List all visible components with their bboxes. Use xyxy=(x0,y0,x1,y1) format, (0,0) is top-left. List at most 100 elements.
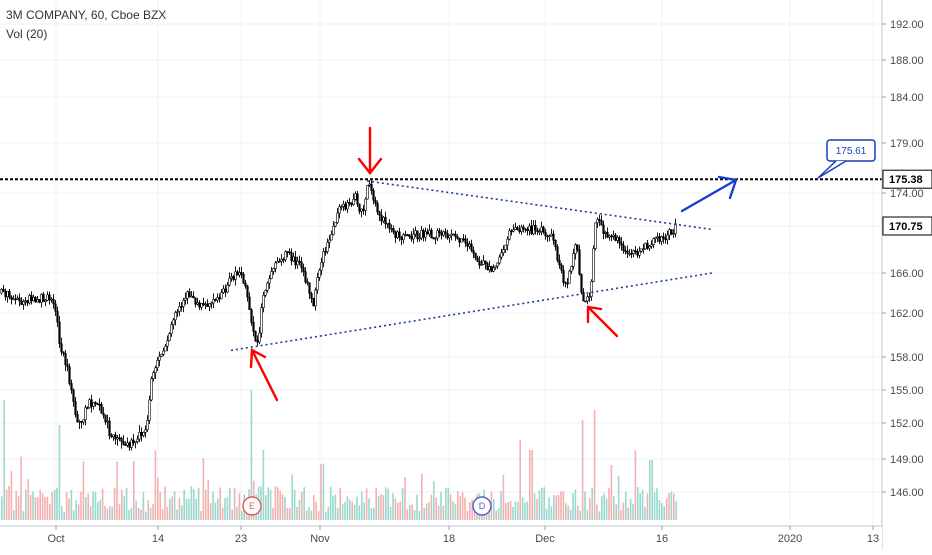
volume-bar xyxy=(507,501,509,520)
price-tick-label: 184.00 xyxy=(890,92,924,104)
candle-body xyxy=(152,372,155,379)
arrow-up-left-icon[interactable] xyxy=(586,305,619,338)
candle-body xyxy=(350,202,353,205)
volume-bar xyxy=(308,507,310,520)
price-callout[interactable]: 175.61 xyxy=(817,139,876,179)
candle-body xyxy=(342,203,345,207)
candle-body xyxy=(446,233,449,239)
arrow-down-icon[interactable] xyxy=(357,126,383,175)
volume-bar xyxy=(461,492,464,520)
volume-bar xyxy=(382,495,385,520)
volume-bar xyxy=(593,410,596,520)
volume-bar xyxy=(229,487,231,520)
candle-body xyxy=(408,234,411,237)
time-axis[interactable]: Oct 14 23 Nov 18 Dec 16 2020 13 xyxy=(0,525,882,550)
candle-body xyxy=(510,230,513,233)
candle-body xyxy=(76,414,79,423)
volume-bars xyxy=(1,390,677,520)
price-axis[interactable]: 192.00 188.00 184.00 179.00 174.00 170.75 166.… xyxy=(881,0,932,550)
volume-bar xyxy=(212,491,214,520)
volume-bar xyxy=(500,491,502,520)
candle-body xyxy=(658,236,661,242)
candle-body xyxy=(188,291,191,297)
candle-body xyxy=(32,296,35,301)
event-label: E xyxy=(249,501,255,511)
candle-body xyxy=(418,237,421,240)
volume-bar xyxy=(445,488,447,520)
volume-bar xyxy=(97,501,99,520)
volume-bar xyxy=(75,500,77,520)
candle-body xyxy=(26,300,29,304)
volume-bar xyxy=(53,489,56,520)
volume-bar xyxy=(421,473,423,520)
candle-body xyxy=(346,201,349,210)
event-marker-d[interactable]: D xyxy=(472,496,492,516)
candle-body xyxy=(170,324,173,334)
candle-body xyxy=(560,264,563,271)
candle-body xyxy=(528,225,531,231)
volume-bar xyxy=(495,510,497,520)
candle-body xyxy=(72,389,75,402)
arrow-up-left-icon[interactable] xyxy=(249,348,279,402)
arrow-up-right-icon[interactable] xyxy=(680,175,738,213)
volume-bar xyxy=(121,490,123,520)
candle-body xyxy=(360,208,363,212)
candle-body xyxy=(444,231,447,234)
volume-bar xyxy=(469,502,471,520)
candle-body xyxy=(80,421,83,423)
candle-body xyxy=(88,399,91,409)
event-circle xyxy=(472,496,492,516)
volume-bar xyxy=(315,501,317,520)
candle-body xyxy=(464,238,467,244)
candle-body xyxy=(626,250,629,254)
candle-body xyxy=(352,199,355,205)
candle-body xyxy=(458,238,461,243)
volume-bar xyxy=(197,487,200,520)
candle-body xyxy=(114,434,117,440)
resistance-trendline[interactable] xyxy=(366,180,713,231)
volume-bar xyxy=(310,510,313,520)
candle-body xyxy=(388,222,391,229)
candle-body xyxy=(260,307,263,334)
volume-bar xyxy=(46,496,49,520)
event-marker-e[interactable]: E xyxy=(242,496,262,516)
volume-bar xyxy=(94,491,97,520)
candle-body xyxy=(22,301,25,305)
candle-body xyxy=(368,183,371,186)
current-price-badge[interactable]: 170.75 xyxy=(882,216,932,236)
candle-body xyxy=(62,351,65,354)
volume-bar xyxy=(238,493,241,520)
level-price-badge[interactable]: 175.38 xyxy=(882,169,932,189)
volume-bar xyxy=(147,500,149,520)
candle-body xyxy=(218,297,221,300)
volume-bar xyxy=(320,463,322,520)
volume-bar xyxy=(41,493,44,520)
candle-body xyxy=(278,260,281,263)
candle-body xyxy=(638,251,641,256)
candle-body xyxy=(308,282,311,294)
volume-bar xyxy=(185,498,188,520)
candle-body xyxy=(262,295,265,308)
candle-body xyxy=(584,300,587,303)
candle-body xyxy=(252,322,255,332)
candle-body xyxy=(358,203,361,212)
volume-bar xyxy=(591,487,593,520)
candle-body xyxy=(426,231,429,235)
candle-body xyxy=(422,229,425,238)
price-tick-label: 146.00 xyxy=(890,487,924,499)
volume-bar xyxy=(303,487,305,520)
candle-body xyxy=(538,231,541,233)
candle-body xyxy=(276,260,279,264)
candle-body xyxy=(294,256,297,266)
volume-bar xyxy=(392,493,394,520)
candle-body xyxy=(254,331,257,341)
candle-body xyxy=(66,364,69,368)
price-tick-label: 155.00 xyxy=(890,385,924,397)
candle-body xyxy=(588,296,591,298)
volume-bar xyxy=(111,507,113,520)
candle-body xyxy=(326,241,329,252)
candle-body xyxy=(226,284,229,293)
support-trendline[interactable] xyxy=(230,272,713,352)
